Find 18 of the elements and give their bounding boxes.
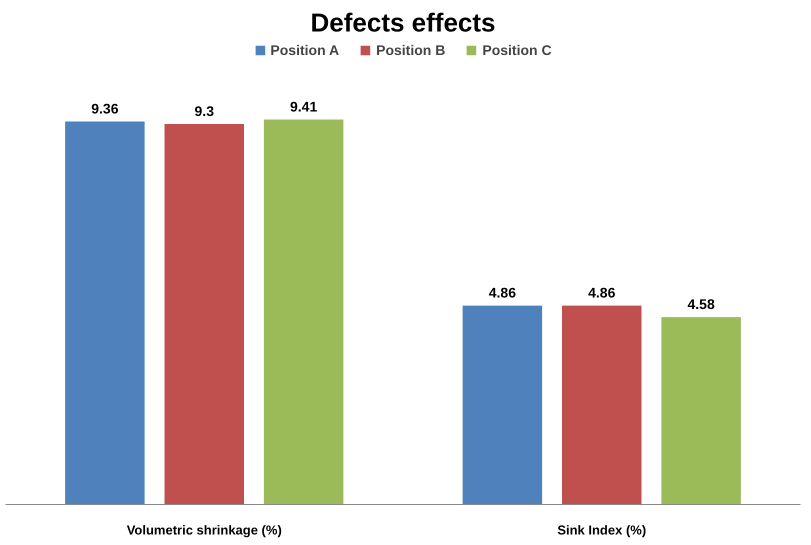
data-label: 4.58: [688, 296, 715, 312]
bar: [661, 317, 741, 504]
data-label: 4.86: [488, 284, 516, 301]
data-label: 9.36: [91, 100, 119, 117]
data-label: 9.3: [194, 103, 214, 119]
bar: [562, 306, 642, 504]
bar: [164, 124, 244, 504]
bar: [65, 122, 145, 504]
legend-label: Position C: [482, 42, 552, 58]
x-tick-label: Sink Index (%): [557, 522, 646, 538]
chart-title: Defects effects: [310, 8, 496, 38]
legend-label: Position A: [270, 42, 340, 58]
data-label: 9.41: [290, 98, 318, 114]
x-tick-label: Volumetric shrinkage (%): [126, 522, 282, 538]
bar: [462, 306, 542, 504]
data-label: 4.86: [588, 284, 616, 301]
legend-label: Position B: [376, 42, 446, 58]
bar: [264, 120, 344, 504]
